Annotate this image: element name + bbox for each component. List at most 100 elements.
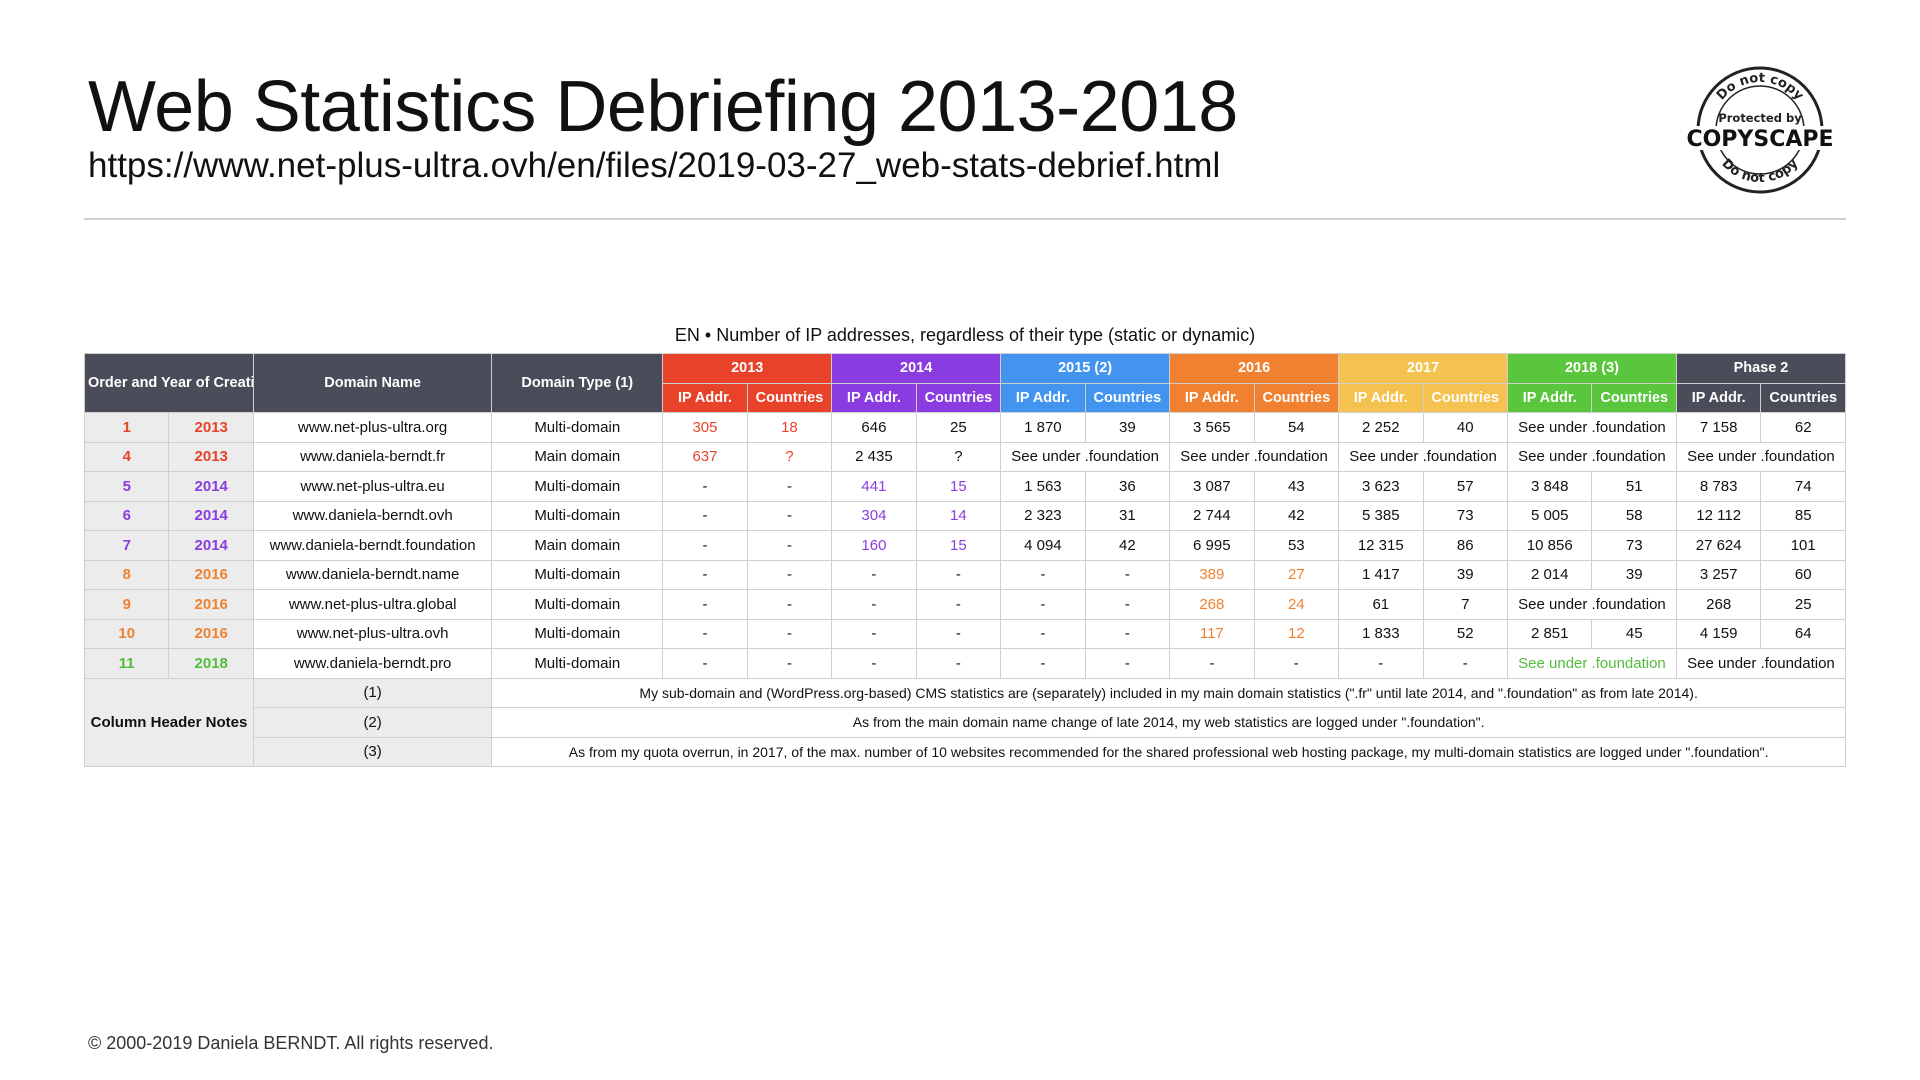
period-header: 2015 (2)	[1000, 353, 1171, 384]
ip-count-cell: 305	[662, 412, 748, 443]
country-count-cell: -	[1253, 648, 1340, 679]
ip-count-cell: 3 257	[1675, 559, 1762, 590]
ip-count-cell: 2 744	[1169, 500, 1255, 531]
header-row-periods: Order and Year of Creation Domain Name D…	[84, 353, 1847, 413]
country-count-cell: -	[1084, 618, 1171, 649]
copyscape-badge[interactable]: Do not copy Protected by COPYSCAPE Do no…	[1680, 60, 1840, 200]
country-count-cell: 73	[1591, 530, 1677, 561]
ip-count-cell: -	[1000, 589, 1086, 620]
ip-count-cell: -	[831, 559, 917, 590]
domain-name-cell: www.net-plus-ultra.org	[252, 412, 493, 443]
table-row: 6 2014 www.daniela-berndt.ovh Multi-domain -…	[83, 500, 1846, 531]
countries-header: Countries	[1084, 382, 1171, 413]
ip-count-cell: 3 087	[1169, 471, 1255, 502]
ip-count-cell: 2 323	[1000, 500, 1086, 531]
note-number: (3)	[252, 736, 493, 767]
creation-year-cell: 2016	[168, 618, 254, 649]
ip-count-cell: 1 563	[1000, 471, 1086, 502]
country-count-cell: -	[1422, 648, 1509, 679]
ip-count-cell: 1 833	[1338, 618, 1424, 649]
country-count-cell: 7	[1422, 589, 1509, 620]
country-count-cell: 62	[1760, 412, 1846, 443]
order-cell: 9	[83, 589, 170, 620]
ip-count-cell: 2 851	[1506, 618, 1593, 649]
ip-count-cell: -	[662, 559, 748, 590]
ip-count-cell: 12 112	[1675, 500, 1762, 531]
country-count-cell: 18	[746, 412, 833, 443]
ip-count-cell: 117	[1169, 618, 1255, 649]
ip-count-cell: -	[831, 618, 917, 649]
domain-type-cell: Multi-domain	[491, 500, 664, 531]
header-order-year: Order and Year of Creation	[84, 353, 254, 413]
country-count-cell: 86	[1422, 530, 1509, 561]
country-count-cell: 15	[915, 530, 1002, 561]
country-count-cell: 64	[1760, 618, 1846, 649]
badge-brand: COPYSCAPE	[1686, 127, 1833, 152]
order-cell: 5	[83, 471, 170, 502]
country-count-cell: 51	[1591, 471, 1677, 502]
country-count-cell: 73	[1422, 500, 1509, 531]
ip-addr-header: IP Addr.	[1338, 382, 1424, 413]
ip-count-cell: 6 995	[1169, 530, 1255, 561]
creation-year-cell: 2016	[168, 589, 254, 620]
ip-count-cell: 4 094	[1000, 530, 1086, 561]
table-row: 1 2013 www.net-plus-ultra.org Multi-domain 3…	[83, 412, 1846, 443]
ip-count-cell: -	[662, 500, 748, 531]
see-under-cell: See under .foundation	[1507, 441, 1677, 472]
ip-count-cell: 1 870	[1000, 412, 1086, 443]
domain-name-cell: www.daniela-berndt.fr	[252, 441, 493, 472]
ip-count-cell: -	[1000, 648, 1086, 679]
creation-year-cell: 2016	[168, 559, 254, 590]
country-count-cell: 45	[1591, 618, 1677, 649]
copyright-footer: © 2000-2019 Daniela BERNDT. All rights r…	[88, 1033, 494, 1053]
ip-count-cell: 2 014	[1506, 559, 1593, 590]
domain-name-cell: www.net-plus-ultra.ovh	[252, 618, 493, 649]
domain-type-cell: Main domain	[491, 530, 664, 561]
country-count-cell: -	[746, 589, 833, 620]
country-count-cell: 101	[1760, 530, 1846, 561]
country-count-cell: 39	[1084, 412, 1171, 443]
ip-addr-header: IP Addr.	[662, 382, 748, 413]
country-count-cell: 24	[1253, 589, 1340, 620]
ip-count-cell: -	[1169, 648, 1255, 679]
country-count-cell: 25	[915, 412, 1002, 443]
country-count-cell: 31	[1084, 500, 1171, 531]
countries-header: Countries	[1591, 382, 1677, 413]
ip-count-cell: 646	[831, 412, 917, 443]
country-count-cell: -	[1084, 648, 1171, 679]
see-under-cell: See under .foundation	[1675, 441, 1847, 472]
country-count-cell: -	[1084, 559, 1171, 590]
country-count-cell: 74	[1760, 471, 1846, 502]
note-text: My sub-domain and (WordPress.org-based) …	[491, 677, 1846, 708]
country-count-cell: 39	[1422, 559, 1509, 590]
domain-name-cell: www.net-plus-ultra.eu	[252, 471, 493, 502]
country-count-cell: 58	[1591, 500, 1677, 531]
table-row: 8 2016 www.daniela-berndt.name Multi-domain…	[83, 559, 1846, 590]
ip-count-cell: 3 623	[1338, 471, 1424, 502]
country-count-cell: 42	[1084, 530, 1171, 561]
ip-count-cell: 4 159	[1675, 618, 1762, 649]
stats-table: Order and Year of Creation Domain Name D…	[83, 353, 1847, 767]
page-url: https://www.net-plus-ultra.ovh/en/files/…	[88, 146, 1221, 185]
countries-header: Countries	[746, 382, 833, 413]
note-number: (2)	[252, 707, 493, 738]
table-row: 7 2014 www.daniela-berndt.foundation Main d…	[83, 530, 1846, 561]
country-count-cell: 42	[1253, 500, 1340, 531]
see-under-cell: See under .foundation	[1507, 648, 1677, 679]
country-count-cell: 43	[1253, 471, 1340, 502]
ip-count-cell: 3 848	[1506, 471, 1593, 502]
ip-addr-header: IP Addr.	[1000, 382, 1086, 413]
creation-year-cell: 2014	[168, 471, 254, 502]
ip-count-cell: 8 783	[1675, 471, 1762, 502]
period-header: 2013	[662, 353, 833, 384]
domain-name-cell: www.daniela-berndt.pro	[252, 648, 493, 679]
domain-name-cell: www.daniela-berndt.name	[252, 559, 493, 590]
country-count-cell: 85	[1760, 500, 1846, 531]
table-caption: EN • Number of IP addresses, regardless …	[674, 325, 1256, 345]
table-row: 10 2016 www.net-plus-ultra.ovh Multi-domain…	[83, 618, 1846, 649]
country-count-cell: 57	[1422, 471, 1509, 502]
ip-count-cell: 5 385	[1338, 500, 1424, 531]
country-count-cell: ?	[746, 441, 833, 472]
domain-type-cell: Multi-domain	[491, 471, 664, 502]
creation-year-cell: 2013	[168, 412, 254, 443]
